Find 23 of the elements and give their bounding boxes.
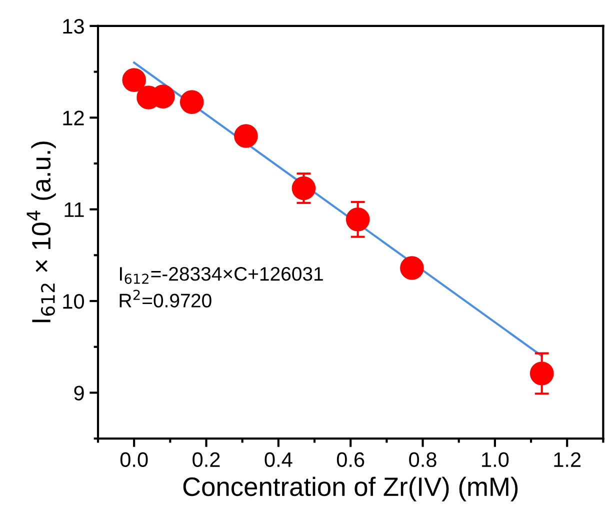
point: [234, 124, 258, 148]
point: [530, 362, 554, 386]
y-axis-title: I$_{612}$ × 10$^{4}$ (a.u.): [26, 142, 56, 322]
point: [122, 68, 146, 92]
annotation: I$_{612}$=-28334×C+126031: [120, 266, 323, 284]
y-tick-label: 10: [63, 294, 84, 309]
point: [346, 208, 370, 232]
point: [292, 176, 316, 200]
x-tick-label: 1.2: [554, 452, 581, 467]
x-tick-label: 0.0: [120, 452, 148, 468]
x-tick-label: 0.6: [336, 452, 364, 468]
x-tick-label: 0.4: [264, 452, 292, 468]
x-tick-label: 1.0: [482, 452, 509, 468]
x-tick-label: 0.2: [192, 452, 220, 468]
y-tick-label: 12: [63, 110, 84, 126]
point: [400, 256, 424, 280]
x-tick-label: 0.8: [409, 452, 436, 468]
x-axis-title: Concentration of Zr(IV) (mM): [183, 476, 518, 502]
y-tick-label: 9: [74, 386, 84, 400]
y-tick-label: 13: [63, 18, 84, 34]
y-tick-label: 11: [64, 202, 84, 217]
annotation: R$^{2}$=0.9720: [120, 290, 212, 308]
point: [180, 90, 204, 114]
